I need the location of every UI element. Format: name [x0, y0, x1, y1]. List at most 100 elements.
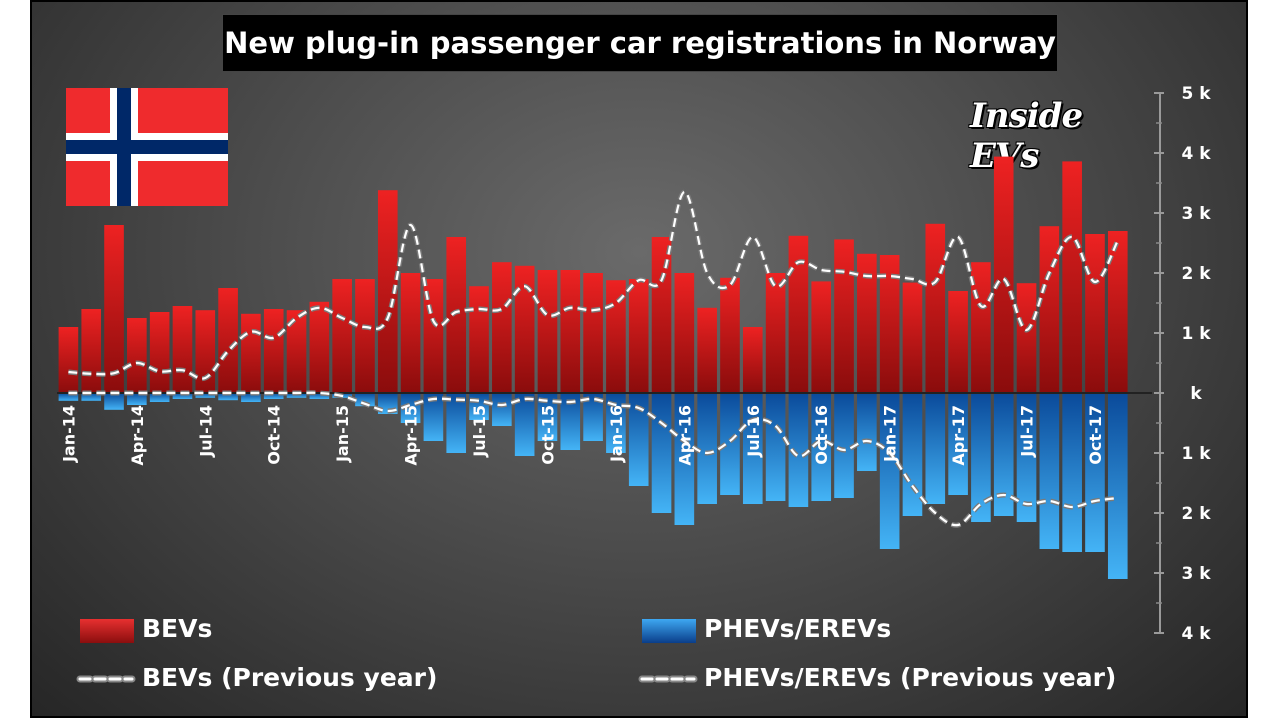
- bar-bev: [400, 273, 421, 393]
- bar-phev: [446, 393, 467, 453]
- x-tick-label: Apr-16: [675, 405, 694, 466]
- x-tick-label: Oct-17: [1086, 405, 1105, 465]
- bar-phev: [583, 393, 603, 441]
- bar-bev: [1085, 234, 1105, 393]
- x-tick-label: Jan-17: [881, 405, 900, 463]
- bar-bev: [811, 281, 832, 393]
- bar-phev: [902, 393, 923, 516]
- bar-phev: [879, 393, 900, 549]
- x-tick-label: Oct-14: [265, 405, 284, 465]
- legend-label-phev: PHEVs/EREVs: [704, 614, 892, 643]
- y-tick-label: 4 k: [1181, 624, 1211, 644]
- bar-phev: [560, 393, 581, 450]
- legend-line-phev-prev: [638, 675, 698, 683]
- bar-phev: [674, 393, 695, 525]
- x-tick-label: Apr-14: [128, 405, 147, 466]
- bar-bev: [948, 291, 968, 393]
- bar-bev: [58, 327, 79, 393]
- title-box: New plug-in passenger car registrations …: [222, 14, 1058, 72]
- bar-phev: [765, 393, 786, 501]
- bar-phev: [58, 393, 79, 401]
- bar-phev: [834, 393, 854, 498]
- bar-phev: [355, 393, 375, 407]
- bar-phev: [925, 393, 946, 504]
- bar-phev: [309, 393, 330, 399]
- bar-bev: [492, 262, 512, 393]
- bar-phev: [127, 393, 147, 405]
- bar-phev: [172, 393, 193, 399]
- bar-phev: [971, 393, 991, 522]
- y-tick-label: 3 k: [1181, 564, 1211, 584]
- bar-phev: [857, 393, 877, 471]
- bar-bev: [1107, 231, 1128, 393]
- legend-swatch-phev: [642, 619, 696, 643]
- legend-label-bev-prev: BEVs (Previous year): [142, 663, 438, 692]
- y-tick-label: 2 k: [1181, 264, 1211, 284]
- y-tick-label: 2 k: [1181, 504, 1211, 524]
- bar-bev: [195, 310, 216, 393]
- bar-bev: [309, 301, 330, 393]
- legend-label-bev: BEVs: [142, 614, 213, 643]
- bar-bev: [104, 225, 124, 393]
- bar-bev: [286, 310, 307, 393]
- bar-phev: [1016, 393, 1037, 522]
- bar-bev: [127, 318, 147, 393]
- bar-bev: [674, 273, 695, 393]
- bar-phev: [104, 393, 124, 410]
- bar-phev: [241, 393, 261, 402]
- legend-swatch-bev: [80, 619, 134, 643]
- bar-phev: [1107, 393, 1128, 579]
- bar-phev: [993, 393, 1014, 516]
- bar-phev: [606, 393, 626, 453]
- bar-phev: [149, 393, 170, 402]
- bar-phev: [400, 393, 421, 423]
- y-tick-label: 1 k: [1181, 444, 1211, 464]
- line-phev-prev: [68, 391, 1118, 527]
- bar-bev: [857, 253, 877, 393]
- bar-phev: [423, 393, 444, 441]
- bar-phev: [514, 393, 535, 456]
- bar-bev: [628, 279, 649, 393]
- bar-bev: [537, 270, 558, 393]
- bar-bev: [355, 279, 375, 393]
- bar-phev: [81, 393, 102, 401]
- x-tick-label: Apr-17: [949, 405, 968, 466]
- x-tick-label: Jan-15: [333, 405, 352, 463]
- x-tick-label: Oct-16: [812, 405, 831, 465]
- bar-bev: [218, 288, 238, 393]
- bar-phev: [628, 393, 649, 486]
- bar-bev: [1016, 283, 1037, 393]
- bar-bev: [925, 223, 946, 393]
- bar-phev: [1085, 393, 1105, 552]
- bar-bev: [81, 309, 102, 393]
- bar-bev: [742, 327, 763, 393]
- chart-title: New plug-in passenger car registrations …: [224, 26, 1056, 60]
- x-tick-label: Jan-14: [59, 405, 78, 463]
- bar-bev: [1039, 226, 1060, 393]
- bar-bev: [651, 237, 672, 393]
- bar-phev: [218, 393, 238, 401]
- bar-bev: [697, 307, 717, 393]
- bar-phev: [1039, 393, 1060, 549]
- bar-phev: [1062, 393, 1082, 552]
- bar-bev: [377, 190, 398, 393]
- bar-bev: [469, 286, 489, 393]
- norway-flag-icon: [66, 88, 228, 206]
- x-tick-label: Jul-16: [744, 405, 763, 458]
- bar-phev: [720, 393, 740, 495]
- bar-bev: [172, 306, 193, 393]
- x-tick-label: Apr-15: [402, 405, 421, 466]
- bar-phev: [492, 393, 512, 426]
- bar-bev: [263, 309, 284, 393]
- legend-label-phev-prev: PHEVs/EREVs (Previous year): [704, 663, 1117, 692]
- line-bev-prev: [68, 190, 1119, 380]
- x-tick-label: Jul-17: [1018, 405, 1037, 458]
- x-tick-label: Jul-15: [470, 405, 489, 458]
- bar-phev: [651, 393, 672, 513]
- bar-bev: [993, 156, 1014, 393]
- bar-bev: [149, 312, 170, 393]
- legend-line-bev-prev: [76, 675, 136, 683]
- x-tick-label: Oct-15: [538, 405, 557, 465]
- bar-bev: [514, 265, 535, 393]
- bar-bev: [583, 273, 603, 393]
